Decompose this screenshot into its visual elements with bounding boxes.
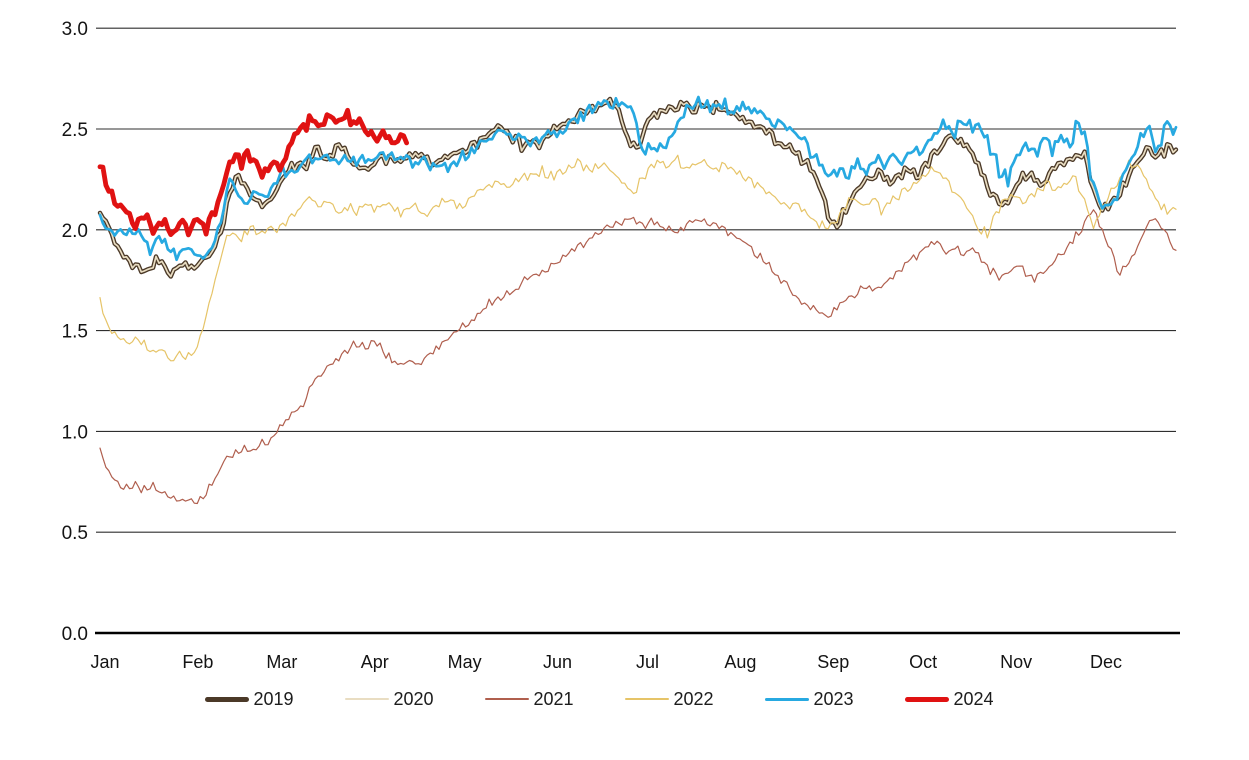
x-tick-label: Feb [182, 652, 213, 672]
x-tick-label: Nov [1000, 652, 1032, 672]
y-tick-label: 2.0 [62, 221, 88, 242]
series-line-2022 [99, 154, 1177, 362]
y-tick-label: 2.5 [62, 120, 88, 141]
x-tick-label: Jan [90, 652, 119, 672]
x-tick-label: Dec [1090, 652, 1122, 672]
series-line-2021 [99, 209, 1177, 505]
legend-swatch-2022 [624, 698, 669, 700]
chart-legend: 2019 2020 2021 2022 2023 2024 [0, 690, 1249, 708]
legend-item-2023: 2023 [764, 689, 905, 709]
legend-label-2021: 2021 [533, 689, 574, 709]
legend-swatch-2021 [484, 698, 529, 700]
legend-label-2023: 2023 [813, 689, 854, 709]
legend-item-2021: 2021 [484, 689, 625, 709]
x-tick-label: Oct [909, 652, 937, 672]
x-tick-label: Mar [266, 652, 297, 672]
y-tick-label: 3.0 [62, 19, 88, 40]
legend-label-2022: 2022 [673, 689, 714, 709]
legend-swatch-2020 [344, 698, 389, 700]
y-tick-label: 1.0 [62, 422, 88, 443]
legend-label-2024: 2024 [953, 689, 994, 709]
legend-swatch-2024 [904, 696, 949, 702]
x-tick-label: Jun [543, 652, 572, 672]
legend-item-2019: 2019 [204, 689, 345, 709]
y-tick-label: 0.5 [62, 523, 88, 544]
series-line-2024 [97, 107, 410, 238]
y-tick-label: 0.0 [62, 624, 88, 645]
x-tick-label: May [448, 652, 482, 672]
y-tick-label: 1.5 [62, 322, 88, 343]
legend-item-2024: 2024 [904, 689, 1045, 709]
legend-label-2020: 2020 [393, 689, 434, 709]
x-tick-label: Sep [817, 652, 849, 672]
x-tick-label: Apr [361, 652, 389, 672]
x-tick-label: Aug [724, 652, 756, 672]
legend-item-2022: 2022 [624, 689, 765, 709]
series-line-2023 [98, 95, 1178, 262]
legend-swatch-2023 [764, 697, 809, 701]
legend-label-2019: 2019 [253, 689, 294, 709]
series-line-2020 [99, 98, 1177, 278]
x-tick-label: Jul [636, 652, 659, 672]
legend-item-2020: 2020 [344, 689, 485, 709]
legend-swatch-2019 [204, 696, 249, 702]
